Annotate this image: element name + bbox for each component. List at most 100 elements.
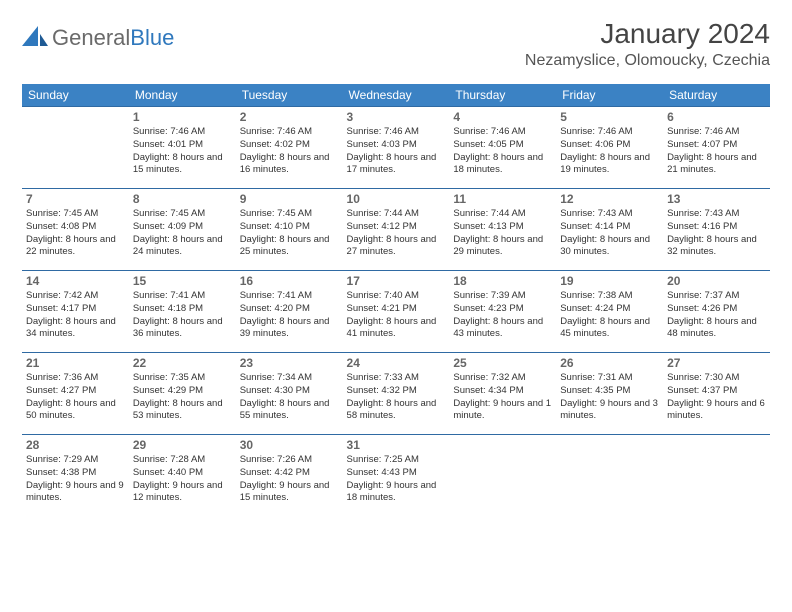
sunset-text: Sunset: 4:06 PM bbox=[560, 139, 659, 152]
sunrise-text: Sunrise: 7:34 AM bbox=[240, 372, 339, 385]
sunset-text: Sunset: 4:14 PM bbox=[560, 221, 659, 234]
day-number: 3 bbox=[347, 110, 446, 124]
calendar-body: 1Sunrise: 7:46 AMSunset: 4:01 PMDaylight… bbox=[22, 107, 770, 517]
calendar-cell: 18 Sunrise: 7:39 AMSunset: 4:23 PMDayligh… bbox=[449, 271, 556, 353]
calendar-cell bbox=[449, 435, 556, 517]
sunrise-text: Sunrise: 7:29 AM bbox=[26, 454, 125, 467]
calendar-cell: 25Sunrise: 7:32 AMSunset: 4:34 PMDayligh… bbox=[449, 353, 556, 435]
day-number: 12 bbox=[560, 192, 659, 206]
day-number: 13 bbox=[667, 192, 766, 206]
calendar-cell: 27 Sunrise: 7:30 AMSunset: 4:37 PMDayligh… bbox=[663, 353, 770, 435]
day-number: 18 bbox=[453, 274, 552, 288]
calendar-cell: 10Sunrise: 7:44 AMSunset: 4:12 PMDayligh… bbox=[343, 189, 450, 271]
calendar-cell: 14Sunrise: 7:42 AMSunset: 4:17 PMDayligh… bbox=[22, 271, 129, 353]
day-info: Sunrise: 7:30 AMSunset: 4:37 PMDaylight:… bbox=[667, 372, 766, 423]
daylight-text: Daylight: 8 hours and 21 minutes. bbox=[667, 152, 766, 178]
day-info: Sunrise: 7:46 AMSunset: 4:06 PMDaylight:… bbox=[560, 126, 659, 177]
day-info: Sunrise: 7:43 AMSunset: 4:16 PMDaylight:… bbox=[667, 208, 766, 259]
day-info: Sunrise: 7:38 AMSunset: 4:24 PMDaylight:… bbox=[560, 290, 659, 341]
day-number: 22 bbox=[133, 356, 232, 370]
daylight-text: Daylight: 8 hours and 43 minutes. bbox=[453, 316, 552, 342]
day-info: Sunrise: 7:46 AMSunset: 4:03 PMDaylight:… bbox=[347, 126, 446, 177]
sunrise-text: Sunrise: 7:41 AM bbox=[240, 290, 339, 303]
day-number: 21 bbox=[26, 356, 125, 370]
day-number: 15 bbox=[133, 274, 232, 288]
sunset-text: Sunset: 4:10 PM bbox=[240, 221, 339, 234]
daylight-text: Daylight: 8 hours and 27 minutes. bbox=[347, 234, 446, 260]
calendar-cell: 29Sunrise: 7:28 AMSunset: 4:40 PMDayligh… bbox=[129, 435, 236, 517]
calendar-cell bbox=[556, 435, 663, 517]
logo-word2: Blue bbox=[130, 25, 174, 50]
calendar-row: 21 Sunrise: 7:36 AMSunset: 4:27 PMDayligh… bbox=[22, 353, 770, 435]
sunrise-text: Sunrise: 7:40 AM bbox=[347, 290, 446, 303]
day-number: 29 bbox=[133, 438, 232, 452]
calendar-cell: 23Sunrise: 7:34 AMSunset: 4:30 PMDayligh… bbox=[236, 353, 343, 435]
day-info: Sunrise: 7:39 AMSunset: 4:23 PMDaylight:… bbox=[453, 290, 552, 341]
day-info: Sunrise: 7:34 AMSunset: 4:30 PMDaylight:… bbox=[240, 372, 339, 423]
daylight-text: Daylight: 8 hours and 32 minutes. bbox=[667, 234, 766, 260]
day-info: Sunrise: 7:45 AMSunset: 4:10 PMDaylight:… bbox=[240, 208, 339, 259]
sunset-text: Sunset: 4:27 PM bbox=[26, 385, 125, 398]
day-info: Sunrise: 7:41 AMSunset: 4:20 PMDaylight:… bbox=[240, 290, 339, 341]
logo: GeneralBlue bbox=[22, 24, 174, 51]
sunrise-text: Sunrise: 7:46 AM bbox=[667, 126, 766, 139]
daylight-text: Daylight: 8 hours and 36 minutes. bbox=[133, 316, 232, 342]
daylight-text: Daylight: 8 hours and 19 minutes. bbox=[560, 152, 659, 178]
day-info: Sunrise: 7:46 AMSunset: 4:07 PMDaylight:… bbox=[667, 126, 766, 177]
sunset-text: Sunset: 4:40 PM bbox=[133, 467, 232, 480]
daylight-text: Daylight: 8 hours and 34 minutes. bbox=[26, 316, 125, 342]
sunset-text: Sunset: 4:18 PM bbox=[133, 303, 232, 316]
calendar-cell: 4Sunrise: 7:46 AMSunset: 4:05 PMDaylight… bbox=[449, 107, 556, 189]
daylight-text: Daylight: 9 hours and 15 minutes. bbox=[240, 480, 339, 506]
sunset-text: Sunset: 4:24 PM bbox=[560, 303, 659, 316]
daylight-text: Daylight: 9 hours and 18 minutes. bbox=[347, 480, 446, 506]
day-number: 10 bbox=[347, 192, 446, 206]
logo-sail-icon bbox=[22, 24, 48, 51]
sunrise-text: Sunrise: 7:44 AM bbox=[453, 208, 552, 221]
calendar-cell: 24Sunrise: 7:33 AMSunset: 4:32 PMDayligh… bbox=[343, 353, 450, 435]
day-number: 24 bbox=[347, 356, 446, 370]
daylight-text: Daylight: 8 hours and 55 minutes. bbox=[240, 398, 339, 424]
calendar-cell bbox=[663, 435, 770, 517]
sunset-text: Sunset: 4:05 PM bbox=[453, 139, 552, 152]
location-text: Nezamyslice, Olomoucky, Czechia bbox=[525, 52, 770, 70]
calendar-cell: 21 Sunrise: 7:36 AMSunset: 4:27 PMDayligh… bbox=[22, 353, 129, 435]
sunset-text: Sunset: 4:17 PM bbox=[26, 303, 125, 316]
calendar-cell: 15 Sunrise: 7:41 AMSunset: 4:18 PMDayligh… bbox=[129, 271, 236, 353]
sunrise-text: Sunrise: 7:37 AM bbox=[667, 290, 766, 303]
sunrise-text: Sunrise: 7:45 AM bbox=[133, 208, 232, 221]
sunrise-text: Sunrise: 7:31 AM bbox=[560, 372, 659, 385]
day-info: Sunrise: 7:45 AMSunset: 4:09 PMDaylight:… bbox=[133, 208, 232, 259]
day-number: 27 bbox=[667, 356, 766, 370]
daylight-text: Daylight: 8 hours and 29 minutes. bbox=[453, 234, 552, 260]
day-number: 28 bbox=[26, 438, 125, 452]
sunrise-text: Sunrise: 7:43 AM bbox=[560, 208, 659, 221]
day-info: Sunrise: 7:25 AMSunset: 4:43 PMDaylight:… bbox=[347, 454, 446, 505]
daylight-text: Daylight: 9 hours and 12 minutes. bbox=[133, 480, 232, 506]
day-info: Sunrise: 7:37 AMSunset: 4:26 PMDaylight:… bbox=[667, 290, 766, 341]
sunrise-text: Sunrise: 7:45 AM bbox=[26, 208, 125, 221]
logo-text: GeneralBlue bbox=[52, 25, 174, 51]
daylight-text: Daylight: 8 hours and 17 minutes. bbox=[347, 152, 446, 178]
sunset-text: Sunset: 4:32 PM bbox=[347, 385, 446, 398]
calendar-cell: 12Sunrise: 7:43 AMSunset: 4:14 PMDayligh… bbox=[556, 189, 663, 271]
daylight-text: Daylight: 8 hours and 53 minutes. bbox=[133, 398, 232, 424]
daylight-text: Daylight: 8 hours and 48 minutes. bbox=[667, 316, 766, 342]
day-info: Sunrise: 7:26 AMSunset: 4:42 PMDaylight:… bbox=[240, 454, 339, 505]
sunset-text: Sunset: 4:07 PM bbox=[667, 139, 766, 152]
sunset-text: Sunset: 4:38 PM bbox=[26, 467, 125, 480]
daylight-text: Daylight: 8 hours and 22 minutes. bbox=[26, 234, 125, 260]
calendar-cell: 9Sunrise: 7:45 AMSunset: 4:10 PMDaylight… bbox=[236, 189, 343, 271]
calendar-cell: 7 Sunrise: 7:45 AMSunset: 4:08 PMDaylight… bbox=[22, 189, 129, 271]
day-info: Sunrise: 7:45 AMSunset: 4:08 PMDaylight:… bbox=[26, 208, 125, 259]
day-number: 7 bbox=[26, 192, 125, 206]
day-info: Sunrise: 7:29 AMSunset: 4:38 PMDaylight:… bbox=[26, 454, 125, 505]
calendar-cell: 3 Sunrise: 7:46 AMSunset: 4:03 PMDaylight… bbox=[343, 107, 450, 189]
sunrise-text: Sunrise: 7:32 AM bbox=[453, 372, 552, 385]
day-info: Sunrise: 7:46 AMSunset: 4:05 PMDaylight:… bbox=[453, 126, 552, 177]
weekday-header: Monday bbox=[129, 84, 236, 107]
day-info: Sunrise: 7:40 AMSunset: 4:21 PMDaylight:… bbox=[347, 290, 446, 341]
day-info: Sunrise: 7:46 AMSunset: 4:02 PMDaylight:… bbox=[240, 126, 339, 177]
day-info: Sunrise: 7:41 AMSunset: 4:18 PMDaylight:… bbox=[133, 290, 232, 341]
day-info: Sunrise: 7:36 AMSunset: 4:27 PMDaylight:… bbox=[26, 372, 125, 423]
